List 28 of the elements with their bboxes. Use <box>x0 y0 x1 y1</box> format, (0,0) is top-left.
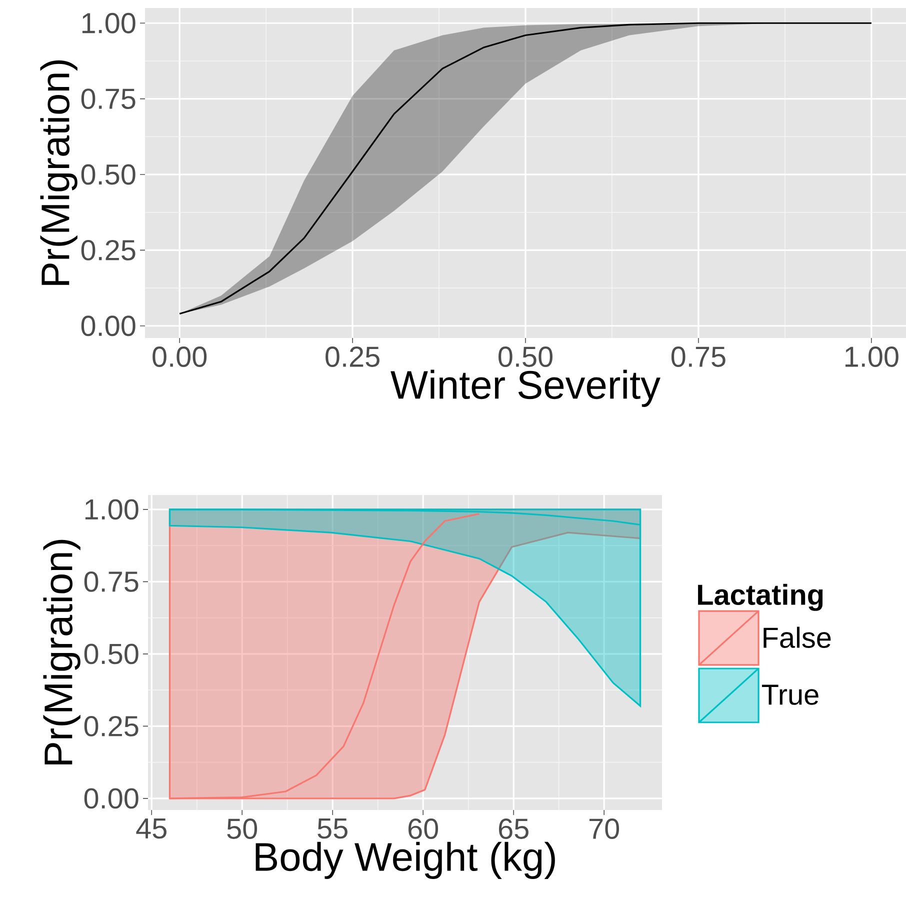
x-tick-label: 45 <box>136 818 166 839</box>
x-tick-label: 1.00 <box>846 346 898 367</box>
x-tick-label: 0.75 <box>671 346 726 367</box>
x-tick-label: 60 <box>408 818 438 839</box>
x-tick-label: 70 <box>590 818 620 839</box>
x-axis-title: Body Weight (kg) <box>256 842 555 879</box>
x-tick-label: 0.25 <box>326 346 380 367</box>
y-axis-title: Pr(Migration) <box>40 60 78 285</box>
legend-title: Lactating <box>698 584 823 611</box>
x-tick-label: 55 <box>318 818 348 839</box>
x-tick-label: 0.50 <box>498 346 552 367</box>
x-tick-label: 50 <box>227 818 258 839</box>
y-tick-label: 0.75 <box>84 571 138 592</box>
y-axis-title: Pr(Migration) <box>43 540 80 764</box>
x-tick-label: 65 <box>499 818 528 839</box>
y-tick-label: 0.00 <box>84 788 138 809</box>
y-tick-label: 0.00 <box>81 316 136 336</box>
y-tick-label: 1.00 <box>85 499 138 520</box>
y-tick-label: 0.25 <box>84 716 138 736</box>
y-tick-label: 0.50 <box>84 644 138 664</box>
y-tick-label: 0.50 <box>81 164 136 185</box>
legend-label: True <box>762 684 818 705</box>
x-tick-label: 0.00 <box>152 346 207 367</box>
legend-label: False <box>764 626 831 648</box>
y-tick-label: 1.00 <box>82 12 136 34</box>
y-tick-label: 0.25 <box>81 240 136 260</box>
x-axis-title: Winter Severity <box>390 370 660 407</box>
y-tick-label: 0.75 <box>81 88 136 110</box>
